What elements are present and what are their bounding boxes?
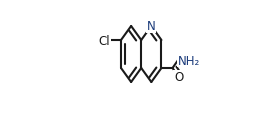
Text: NH₂: NH₂ xyxy=(178,54,200,67)
Text: Cl: Cl xyxy=(98,34,110,47)
Text: O: O xyxy=(174,70,183,83)
Text: N: N xyxy=(147,20,156,33)
